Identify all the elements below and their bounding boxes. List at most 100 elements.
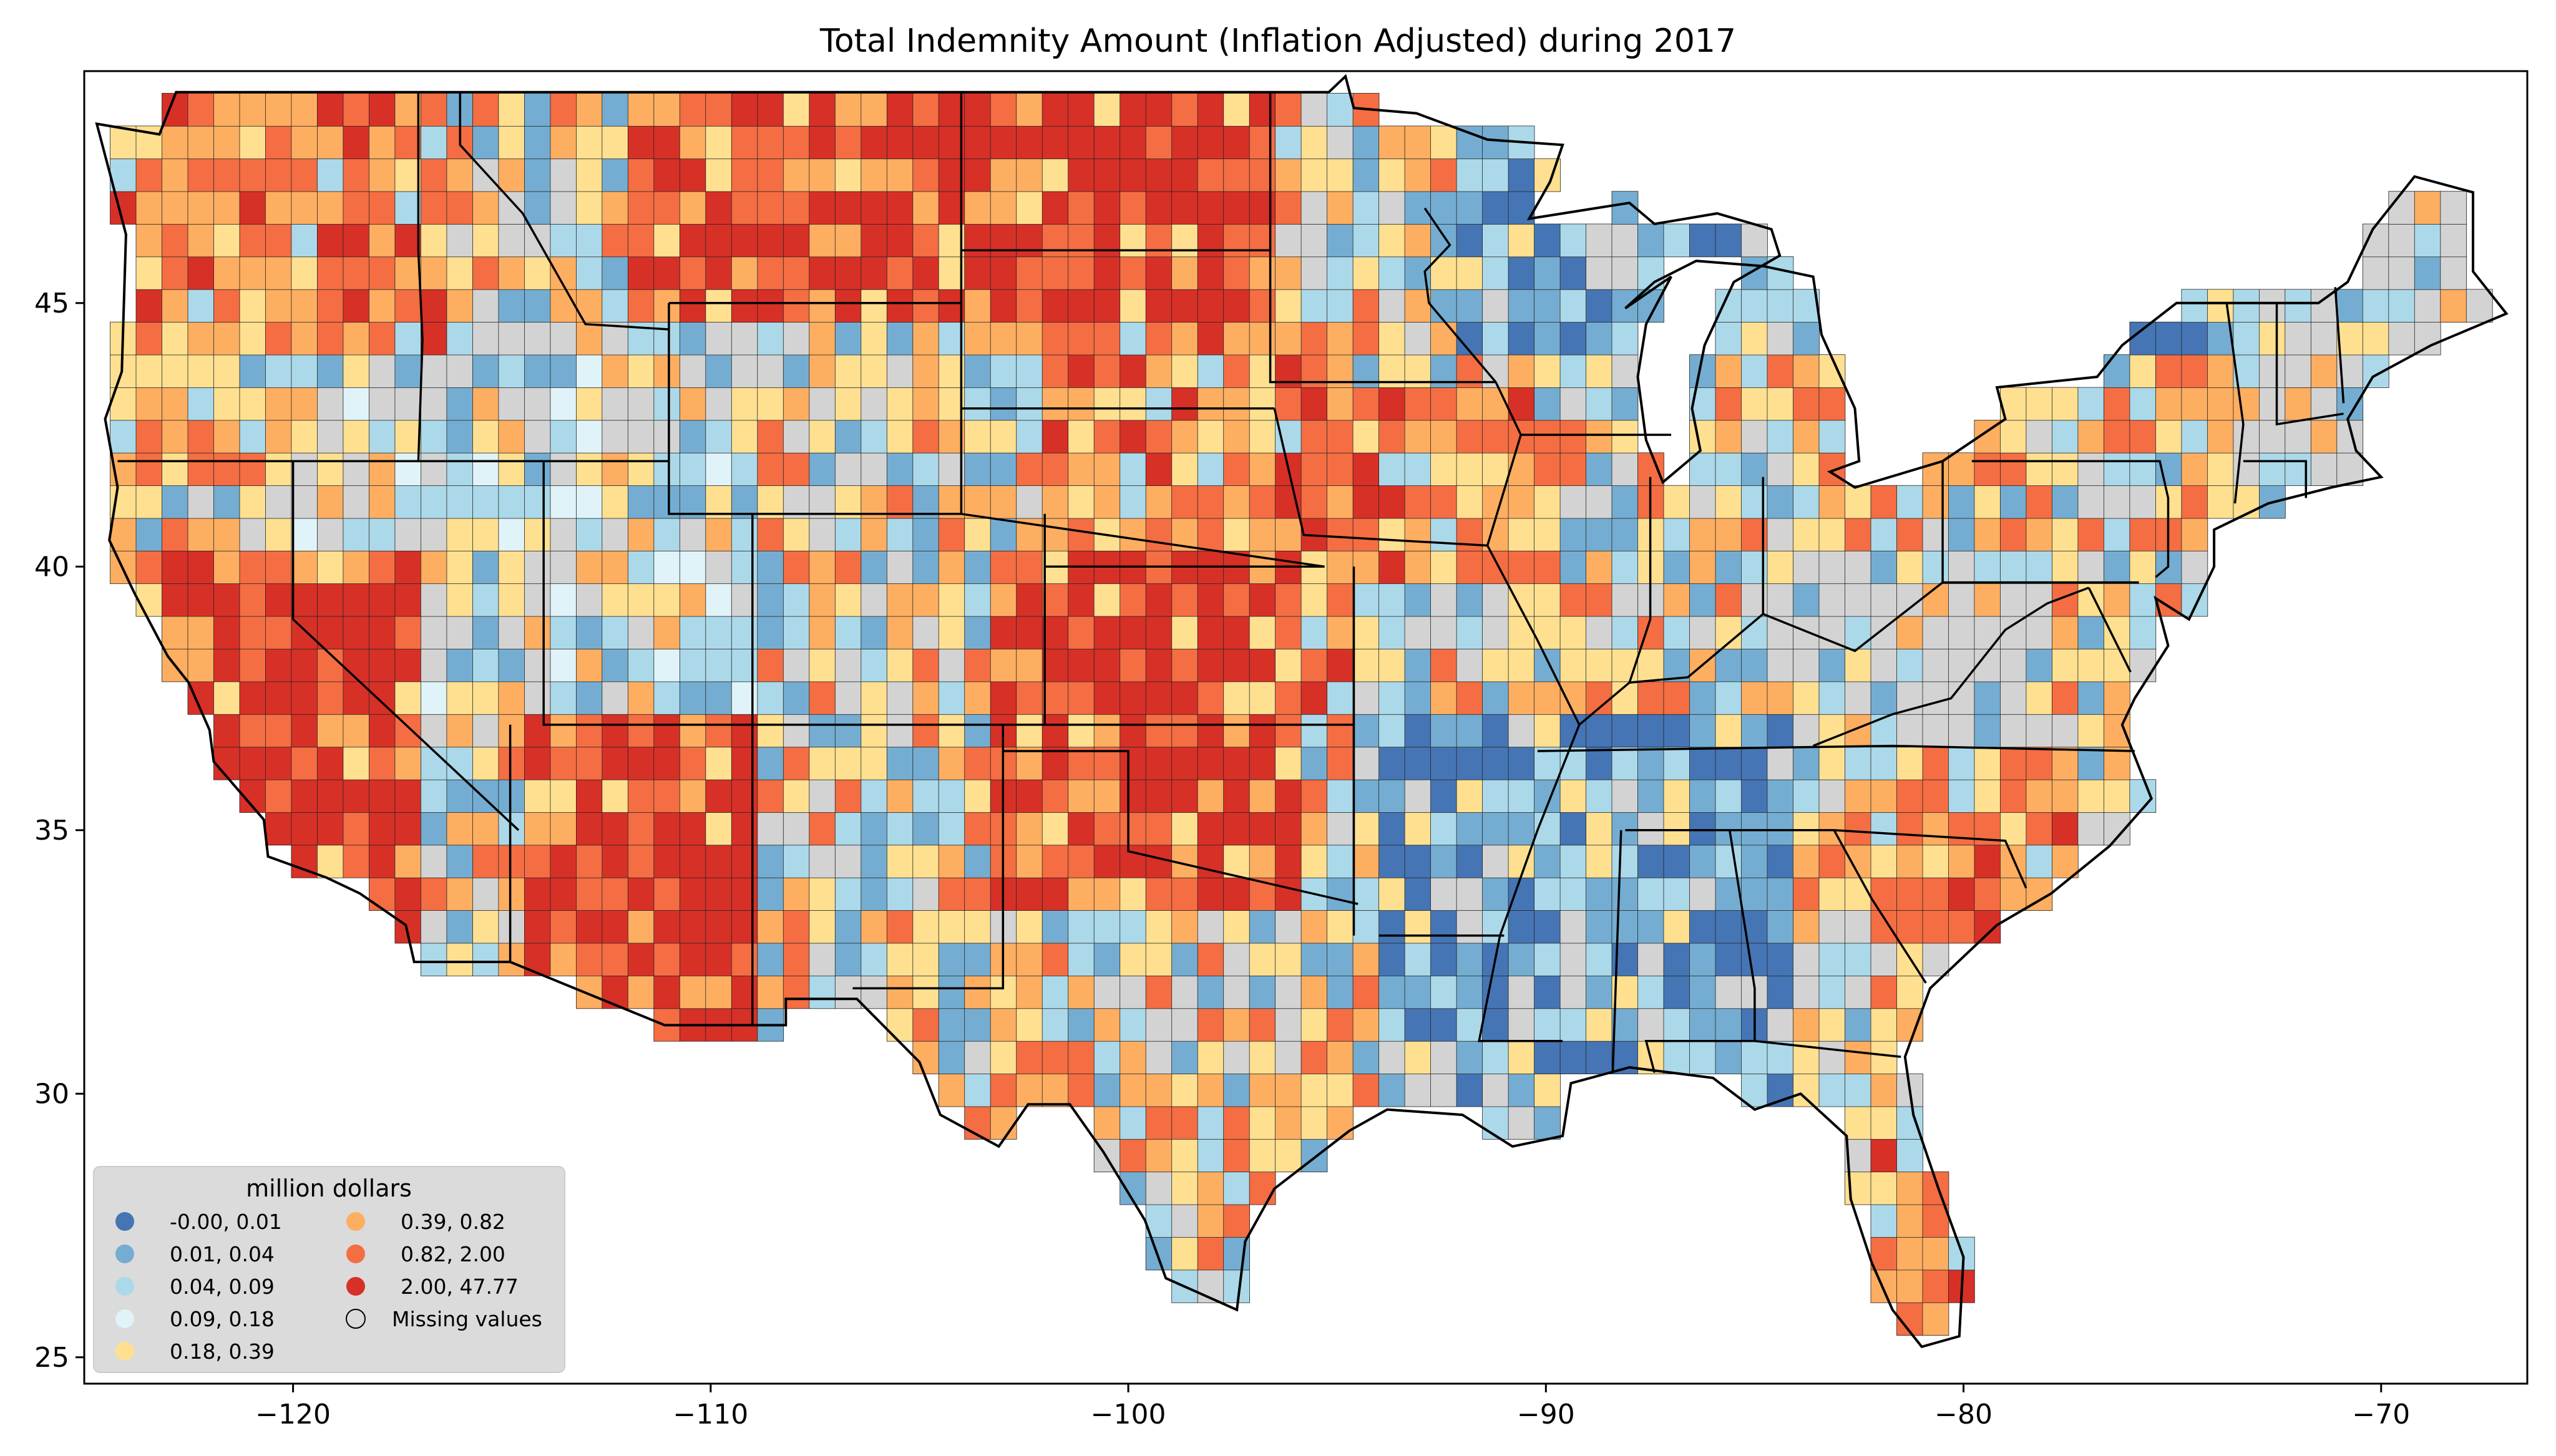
county-cell (1197, 1171, 1224, 1205)
county-cell (369, 583, 396, 617)
county-cell (627, 125, 655, 160)
county-cell (1197, 125, 1224, 160)
county-cell (421, 354, 447, 388)
county-cell (1896, 779, 1923, 813)
county-cell (861, 877, 888, 911)
county-cell (2181, 550, 2208, 585)
county-cell (705, 452, 733, 486)
county-cell (2026, 452, 2053, 486)
county-cell (1197, 975, 1224, 1009)
county-cell (498, 910, 525, 944)
county-cell (1275, 1041, 1302, 1075)
county-cell (472, 943, 499, 976)
county-cell (1223, 1269, 1250, 1303)
county-cell (1845, 910, 1871, 944)
county-cell (1559, 975, 1587, 1009)
legend-item-label: 0.82, 2.00 (401, 1242, 505, 1266)
county-cell (1818, 1008, 1846, 1042)
county-cell (291, 746, 318, 780)
county-cell (1249, 452, 1276, 486)
county-cell (1068, 223, 1095, 258)
county-cell (886, 93, 914, 127)
county-cell (627, 256, 655, 290)
county-cell (2181, 485, 2208, 519)
county-cell (576, 714, 603, 748)
county-cell (886, 354, 914, 388)
county-cell (1793, 354, 1820, 388)
county-cell (472, 910, 499, 944)
county-cell (834, 452, 862, 486)
county-cell (343, 158, 370, 192)
county-cell (446, 616, 474, 649)
state-border (1628, 477, 1652, 683)
county-cell (1508, 943, 1535, 976)
county-cell (1197, 1106, 1224, 1140)
county-cell (498, 779, 525, 813)
county-cell (627, 812, 655, 846)
county-cell (1275, 387, 1302, 421)
county-cell (1767, 812, 1794, 846)
county-cell (2181, 387, 2208, 421)
county-cell (1896, 812, 1923, 846)
county-cell (679, 746, 706, 780)
county-cell (1456, 256, 1483, 290)
county-cell (1559, 943, 1587, 976)
county-cell (1119, 387, 1146, 421)
county-cell (602, 93, 629, 127)
county-cell (861, 518, 888, 551)
county-cell (627, 550, 655, 585)
county-cell (705, 354, 733, 388)
county-cell (1249, 943, 1276, 976)
county-cell (1145, 1073, 1173, 1107)
county-cell (1275, 256, 1302, 290)
county-cell (1093, 1106, 1121, 1140)
county-cell (369, 452, 396, 486)
county-cell (1974, 779, 2001, 813)
county-cell (1689, 681, 1716, 715)
county-cell (627, 289, 655, 323)
county-cell (2103, 583, 2130, 617)
county-cell (213, 452, 240, 486)
county-cell (1171, 714, 1198, 748)
county-cell (1327, 1106, 1354, 1140)
county-cell (834, 387, 862, 421)
county-cell (1559, 1041, 1587, 1075)
county-cell (1637, 648, 1664, 682)
county-cell (679, 583, 706, 617)
county-cell (2388, 256, 2416, 290)
county-cell (1922, 910, 1949, 944)
county-cell (1663, 583, 1690, 617)
county-cell (1119, 420, 1146, 454)
county-cell (2336, 289, 2364, 323)
county-cell (2233, 387, 2260, 421)
county-cell (1689, 779, 1716, 813)
county-cell (1870, 943, 1898, 976)
county-cell (1896, 714, 1923, 748)
county-cell (550, 583, 577, 617)
county-cell (1197, 1204, 1224, 1238)
county-cell (627, 583, 655, 617)
county-cell (1223, 354, 1250, 388)
county-cell (498, 289, 525, 323)
county-cell (2077, 550, 2105, 585)
county-cell (524, 125, 551, 160)
county-cell (135, 485, 163, 519)
county-cell (1534, 387, 1561, 421)
county-cell (1456, 550, 1483, 585)
county-cell (2026, 648, 2053, 682)
county-cell (550, 943, 577, 976)
county-cell (2310, 289, 2338, 323)
county-cell (343, 125, 370, 160)
county-cell (2129, 550, 2157, 585)
county-cell (809, 779, 836, 813)
county-cell (757, 125, 784, 160)
county-cell (1870, 779, 1898, 813)
county-cell (1922, 648, 1949, 682)
county-cell (1404, 681, 1432, 715)
county-cell (576, 321, 603, 356)
county-cell (1793, 1008, 1820, 1042)
county-cell (1689, 550, 1716, 585)
county-cell (1456, 812, 1483, 846)
county-cell (421, 583, 447, 617)
county-cell (421, 648, 447, 682)
